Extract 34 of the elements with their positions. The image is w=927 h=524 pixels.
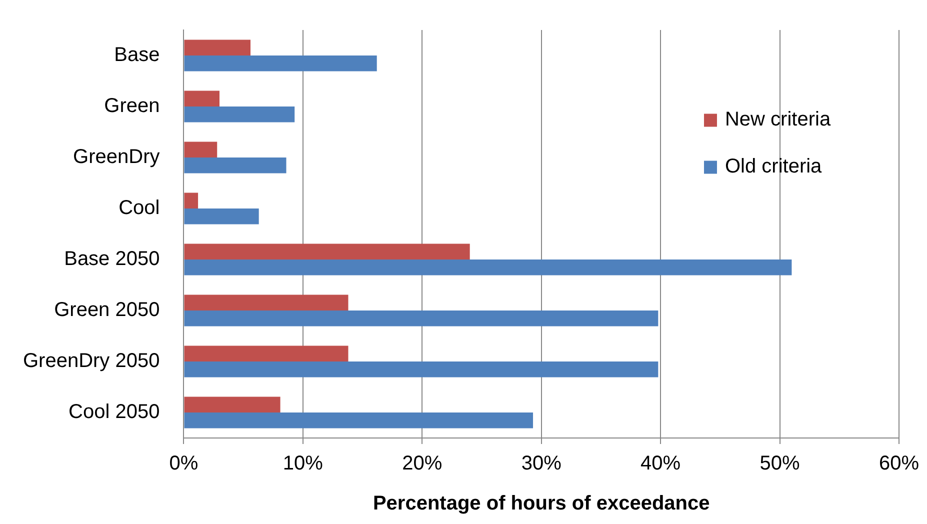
bar	[184, 106, 295, 122]
x-tick-label: 50%	[760, 452, 800, 475]
y-tick-label: Green 2050	[54, 299, 160, 322]
bar	[184, 244, 470, 260]
legend-label: Old criteria	[724, 155, 823, 178]
bar	[184, 142, 218, 158]
bar	[184, 294, 348, 310]
bar	[184, 362, 658, 378]
bar	[184, 310, 658, 326]
y-tick-label: Cool 2050	[68, 401, 160, 424]
x-tick-label: 30%	[521, 452, 562, 475]
bar	[184, 208, 259, 224]
y-tick-label: Base 2050	[64, 248, 160, 270]
bar	[184, 346, 348, 362]
bar	[184, 412, 534, 428]
bar	[184, 56, 377, 72]
bar	[184, 192, 198, 208]
x-tick-label: 10%	[282, 452, 324, 475]
x-tick-label: 0%	[169, 452, 198, 475]
bar	[184, 90, 220, 106]
x-tick-label: 40%	[640, 452, 681, 475]
bar	[184, 396, 280, 412]
x-tick-label: 60%	[878, 452, 920, 475]
bar	[184, 260, 792, 276]
bar	[184, 158, 286, 174]
x-axis-title: Percentage of hours of exceedance	[372, 492, 710, 515]
y-tick-label: Cool	[118, 197, 160, 220]
y-tick-label: Green	[104, 95, 160, 118]
bar	[184, 40, 250, 56]
y-tick-label: Base	[114, 44, 160, 66]
x-tick-label: 20%	[402, 452, 442, 475]
y-tick-label: GreenDry	[73, 146, 160, 168]
y-tick-label: GreenDry 2050	[22, 350, 160, 372]
legend-label: New criteria	[724, 108, 832, 130]
